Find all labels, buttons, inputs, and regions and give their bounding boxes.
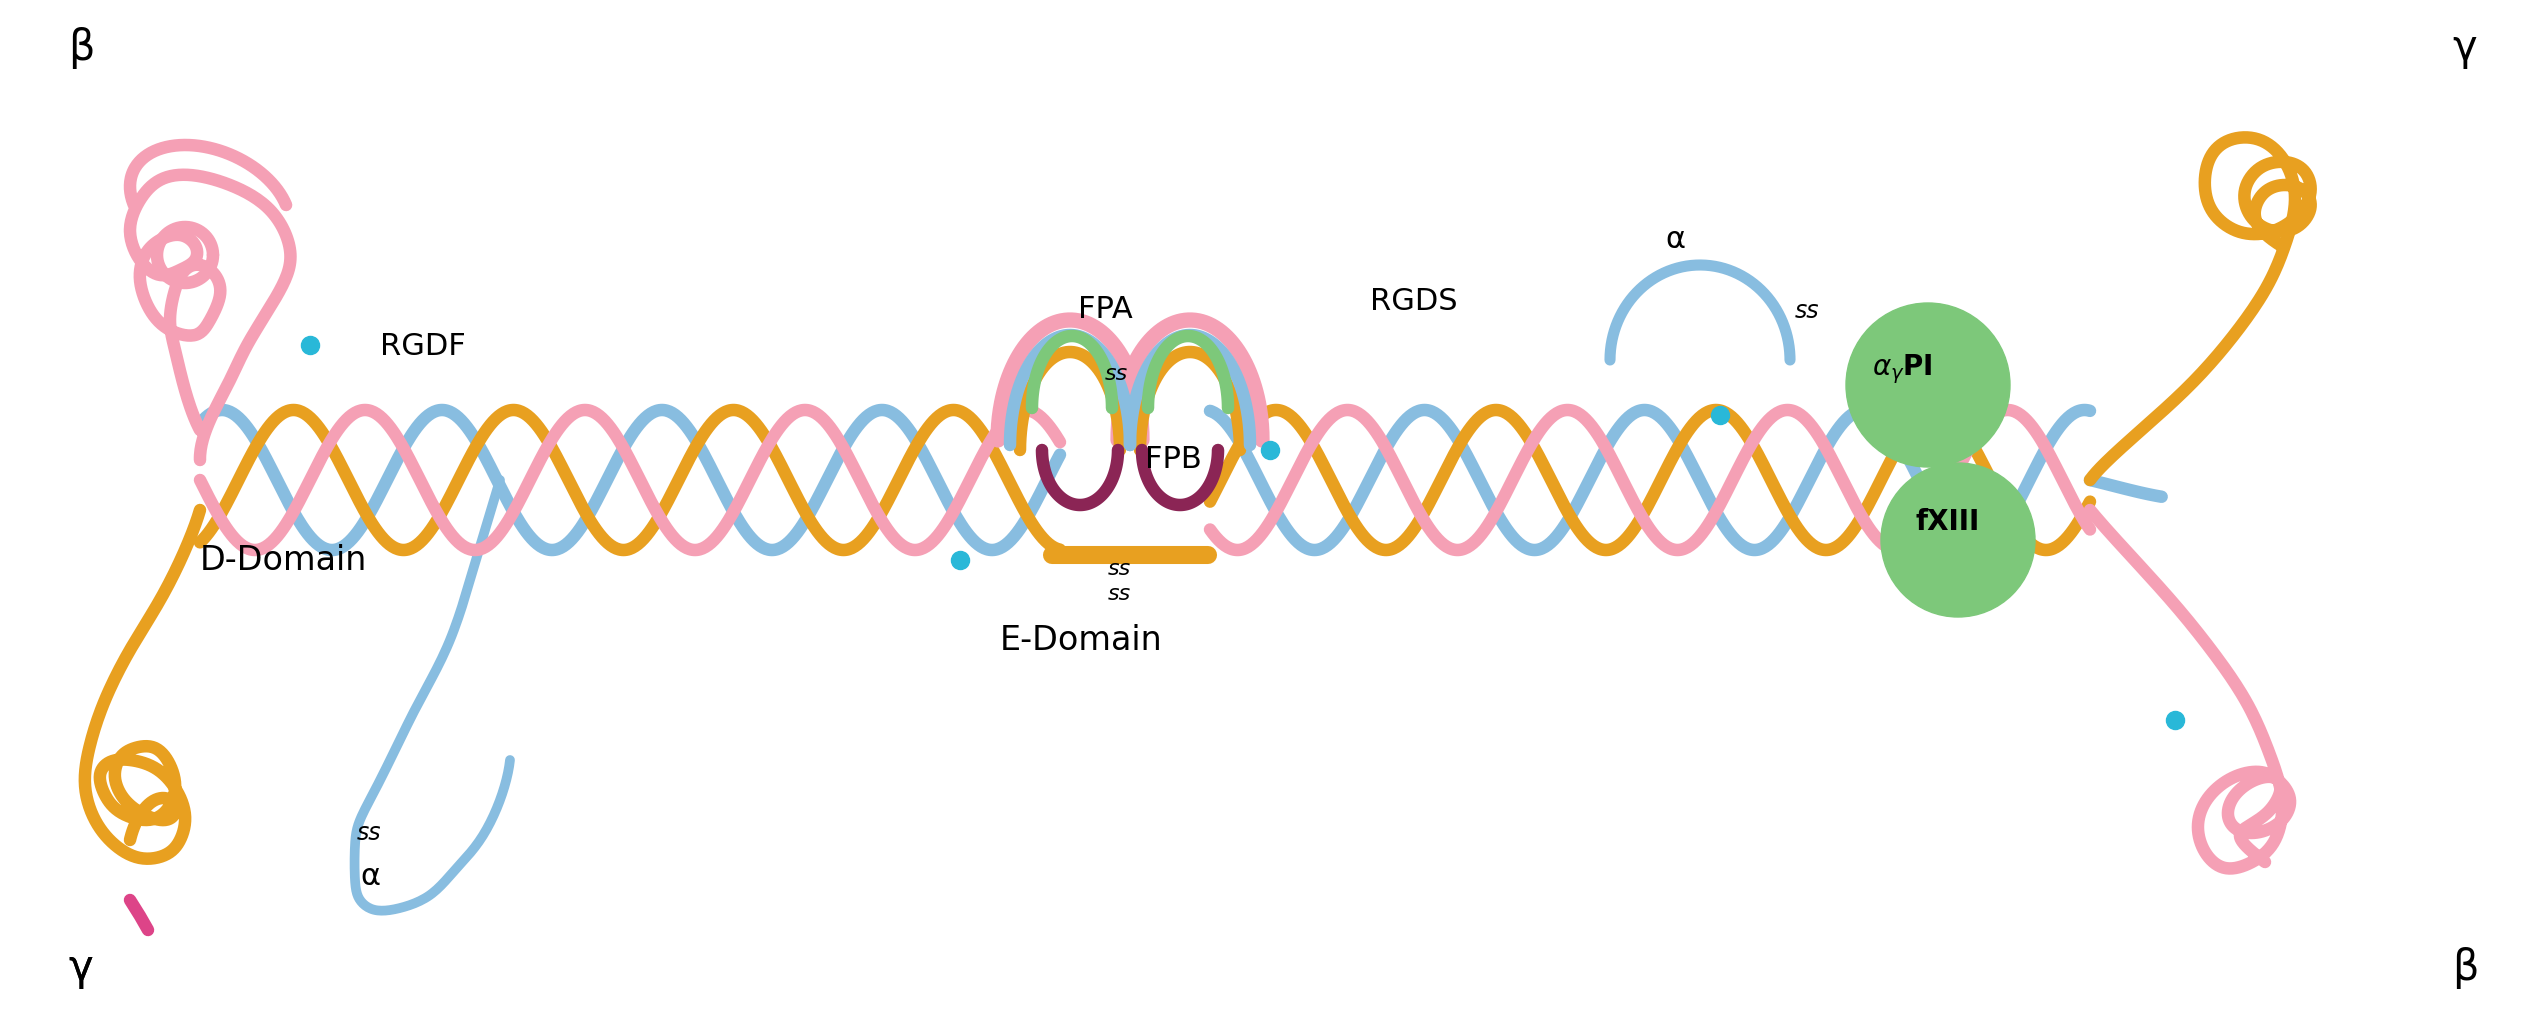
Text: fXIII: fXIII — [1916, 508, 1981, 536]
Text: RGDS: RGDS — [1371, 287, 1459, 316]
Text: E-Domain: E-Domain — [1000, 624, 1164, 657]
Text: γ: γ — [68, 947, 93, 989]
Circle shape — [1845, 303, 2009, 467]
Circle shape — [1880, 463, 2034, 617]
Text: $\alpha_\gamma$PI: $\alpha_\gamma$PI — [1873, 352, 1933, 386]
Text: ss: ss — [356, 821, 381, 845]
Text: FPB: FPB — [1146, 445, 1201, 474]
Text: ss: ss — [1795, 299, 1820, 323]
Text: D-Domain: D-Domain — [199, 544, 369, 577]
Text: ss: ss — [1106, 364, 1128, 384]
Text: γ: γ — [2451, 27, 2476, 69]
Text: α: α — [1666, 225, 1686, 254]
Text: RGDF: RGDF — [381, 332, 467, 361]
Text: ss: ss — [1108, 559, 1131, 579]
Text: β: β — [2451, 947, 2479, 989]
Text: α: α — [361, 862, 381, 891]
Text: γ: γ — [68, 947, 93, 989]
Text: FPA: FPA — [1078, 295, 1133, 324]
Text: β: β — [68, 27, 93, 69]
Text: ss: ss — [1108, 584, 1131, 604]
